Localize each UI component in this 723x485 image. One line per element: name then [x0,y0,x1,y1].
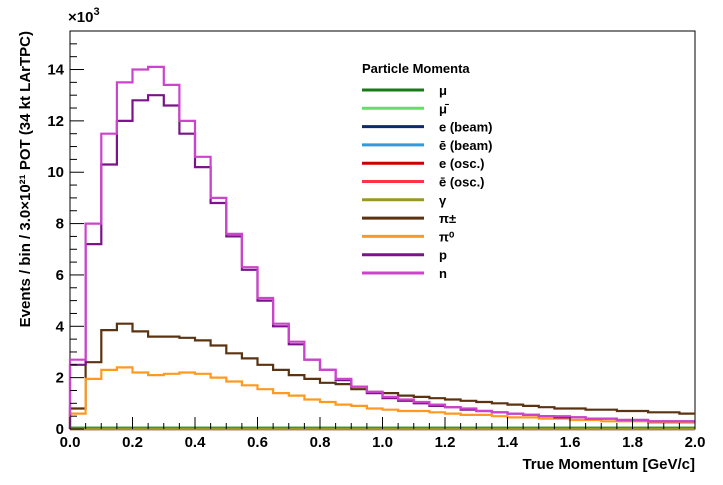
x-tick-label: 2.0 [685,434,706,451]
legend-label: π⁰ [439,229,455,244]
y-tick-label: 4 [56,318,65,335]
x-axis-title: True Momentum [GeV/c] [522,456,695,473]
legend-label: π± [439,211,456,226]
x-tick-label: 0.0 [60,434,81,451]
legend-label: ē (osc.) [439,175,485,190]
y-tick-label: 14 [47,62,64,79]
y-tick-label: 6 [56,267,64,284]
y-tick-label: 0 [56,421,64,438]
y-axis: 0 2 4 6 8 10 12 14 [47,30,84,438]
legend-label: γ [439,193,447,208]
y-tick-label: 8 [56,216,64,233]
y-tick-label: 10 [47,164,64,181]
series-line-7 [68,322,695,429]
y-tick-label: 12 [47,113,64,130]
legend-label: p [439,248,447,263]
legend-label: e (osc.) [439,156,485,171]
series-layer [68,65,695,431]
legend-title: Particle Momenta [362,61,470,76]
y-tick-label: 2 [56,370,64,387]
legend-label: ē (beam) [439,138,492,153]
x-tick-label: 0.6 [247,434,268,451]
x-tick-label: 0.4 [185,434,207,451]
legend-label: n [439,266,447,281]
x-tick-label: 1.0 [372,434,393,451]
legend-label: e (beam) [439,120,492,135]
x-tick-label: 0.8 [310,434,331,451]
legend-label: μ [439,83,447,98]
x-tick-label: 1.6 [560,434,581,451]
x-tick-label: 0.2 [122,434,143,451]
x-axis: 0.0 0.2 0.4 0.6 0.8 1.0 1.2 1.4 1.6 1.8 2.0 [60,417,706,451]
x-tick-label: 1.4 [497,434,519,451]
series-line-8 [68,366,695,429]
legend-label: μ̄ [439,101,449,116]
x-tick-label: 1.8 [622,434,643,451]
legend: Particle Momenta μ μ̄ e (beam) ē (beam) e (o… [362,61,492,281]
y-axis-title: Events / bin / 3.0×10²¹ POT (34 kt LArTP… [17,31,34,327]
y-multiplier: ×103 [68,6,100,26]
x-tick-label: 1.2 [435,434,456,451]
series-line-10 [68,65,695,429]
